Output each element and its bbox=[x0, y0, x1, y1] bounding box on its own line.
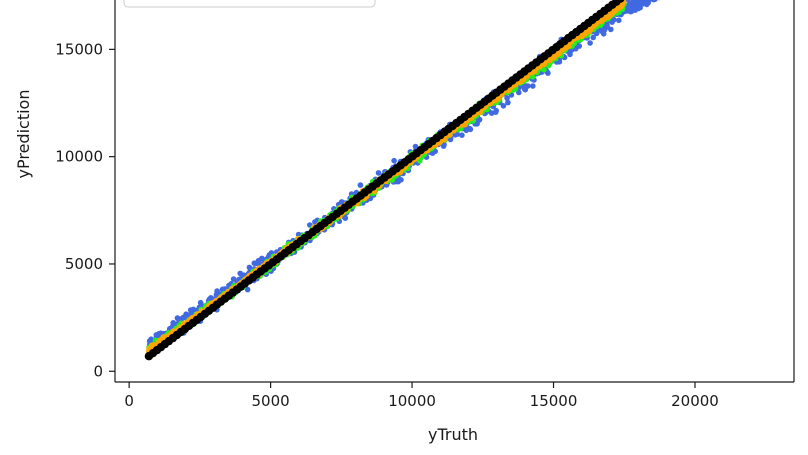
scatter-point bbox=[530, 83, 536, 89]
x-tick-label: 10000 bbox=[388, 392, 436, 410]
x-tick-label: 5000 bbox=[252, 392, 290, 410]
x-axis-ticks: 0 5000 10000 15000 20000 bbox=[124, 382, 719, 410]
scatter-point bbox=[214, 288, 220, 294]
y-axis-ticks: 0 5000 10000 15000 bbox=[55, 40, 115, 380]
scatter-point bbox=[587, 40, 593, 46]
scatter-point bbox=[640, 1, 646, 7]
scatter-point bbox=[624, 8, 631, 14]
scatter-point bbox=[246, 264, 253, 271]
scatter-point bbox=[412, 143, 419, 150]
x-tick-label: 0 bbox=[124, 392, 134, 410]
legend-box bbox=[123, 0, 376, 8]
y-tick-label: 10000 bbox=[55, 148, 103, 166]
y-tick-label: 5000 bbox=[65, 255, 103, 273]
scatter-point bbox=[398, 177, 404, 183]
scatter-point bbox=[641, 0, 646, 1]
scatter-point bbox=[590, 34, 596, 41]
scatter-point bbox=[541, 66, 547, 73]
scatter-point bbox=[253, 260, 259, 267]
x-tick-label: 20000 bbox=[671, 392, 719, 410]
scatter-point bbox=[176, 316, 183, 322]
x-tick-label: 15000 bbox=[530, 392, 578, 410]
scatter-point bbox=[545, 62, 552, 69]
scatter-point bbox=[500, 103, 507, 109]
scatter-point bbox=[357, 182, 364, 188]
scatter-point bbox=[631, 0, 637, 6]
y-tick-label: 15000 bbox=[55, 40, 103, 58]
series-4 bbox=[144, 0, 625, 361]
y-tick-label: 0 bbox=[93, 362, 103, 380]
scatter-point bbox=[516, 89, 522, 96]
scatter-point bbox=[459, 132, 465, 138]
scatter-point bbox=[219, 286, 226, 293]
scatter-point bbox=[495, 96, 501, 102]
y-axis-label: yPrediction bbox=[14, 90, 33, 179]
scatter-point bbox=[462, 121, 468, 128]
scatter-point bbox=[593, 30, 600, 37]
scatter-point bbox=[237, 270, 243, 277]
scatter-point bbox=[616, 0, 625, 3]
scatter-points-layer bbox=[144, 0, 661, 361]
scatter-point bbox=[153, 332, 160, 338]
scatter-point bbox=[338, 199, 345, 205]
scatter-point bbox=[582, 30, 589, 37]
scatter-point bbox=[493, 107, 500, 114]
scatter-point bbox=[617, 4, 623, 10]
scatter-point bbox=[598, 18, 605, 25]
scatter-point bbox=[628, 8, 635, 15]
scatter-point bbox=[616, 17, 622, 24]
scatter-point bbox=[391, 157, 397, 164]
scatter-point bbox=[505, 99, 511, 106]
scatter-point bbox=[611, 16, 617, 23]
scatter-point bbox=[476, 117, 482, 123]
scatter-point bbox=[230, 276, 237, 282]
x-axis-label: yTruth bbox=[428, 425, 478, 444]
scatter-point bbox=[146, 338, 153, 344]
scatter-point bbox=[375, 170, 382, 176]
scatter-point bbox=[651, 0, 657, 3]
scatter-point bbox=[488, 110, 495, 116]
